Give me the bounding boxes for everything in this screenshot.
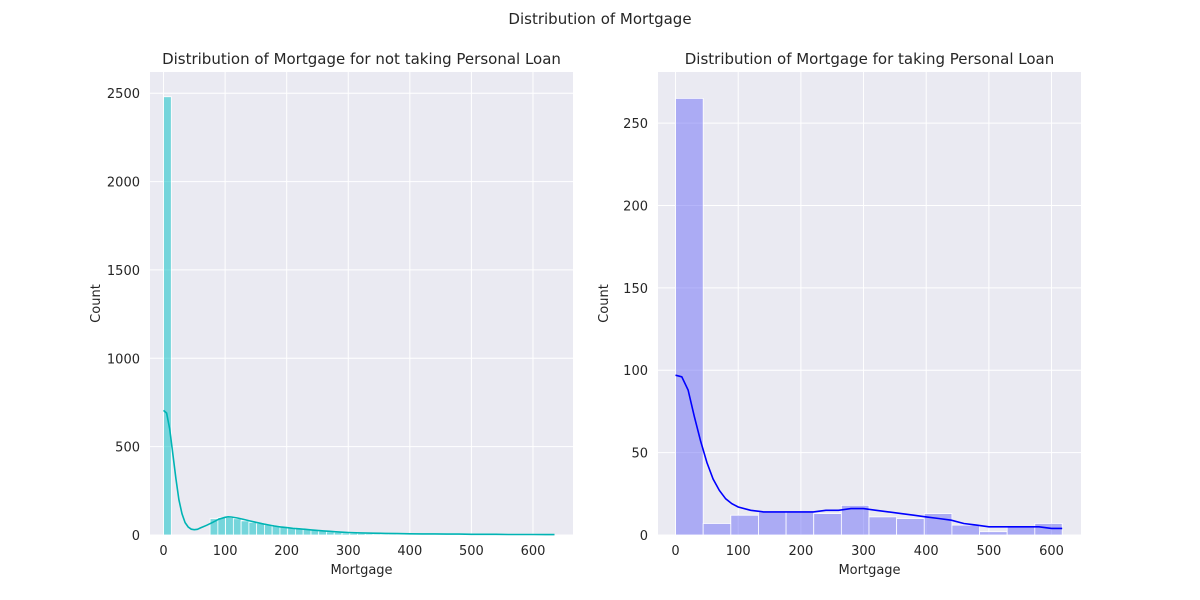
histogram-bar <box>256 522 265 536</box>
histogram-bar <box>702 523 732 536</box>
y-tick-label: 50 <box>631 447 648 462</box>
y-axis-label: Count <box>89 284 104 323</box>
y-tick-label: 250 <box>623 117 648 132</box>
histogram-bar <box>264 524 273 536</box>
y-tick-label: 2000 <box>107 176 140 191</box>
histogram-bar <box>380 533 389 536</box>
x-axis-label: Mortgage <box>838 563 900 578</box>
histogram-bar <box>240 520 250 536</box>
histogram-bar <box>785 511 815 536</box>
histogram-bar <box>813 513 842 536</box>
x-tick-label: 200 <box>274 544 299 559</box>
histogram-bar <box>232 518 242 536</box>
right-axes: 0 100 200 300 400 500 600 0 50 100 150 200 250 Distri… <box>597 50 1081 578</box>
y-tick-label: 2500 <box>107 87 140 102</box>
histogram-bar <box>1034 523 1063 536</box>
histogram-bar <box>225 517 234 536</box>
histogram-bar <box>896 518 925 536</box>
kde-line <box>162 409 555 536</box>
histogram-bar <box>951 524 980 536</box>
left-axes: 0 100 200 300 400 500 600 0 500 1000 1500 2000 2500 D… <box>89 50 573 578</box>
x-tick-label: 0 <box>671 544 679 559</box>
y-tick-label: 150 <box>623 282 648 297</box>
x-tick-label: 400 <box>914 544 939 559</box>
histogram-bar <box>163 96 172 536</box>
x-tick-label: 600 <box>1039 544 1064 559</box>
histogram-bar <box>730 514 759 536</box>
figure-suptitle: Distribution of Mortgage <box>508 10 691 28</box>
y-tick-label: 1500 <box>107 264 140 279</box>
x-tick-label: 100 <box>726 544 751 559</box>
histogram-bar <box>868 516 898 536</box>
y-axis-label: Count <box>597 284 612 323</box>
y-tick-label: 200 <box>623 199 648 214</box>
histogram-bar <box>979 531 1008 536</box>
plot-background <box>658 72 1081 535</box>
y-tick-label: 100 <box>623 364 648 379</box>
kde-line <box>675 374 1063 530</box>
x-axis-label: Mortgage <box>330 563 392 578</box>
x-tick-label: 300 <box>336 544 361 559</box>
x-tick-label: 100 <box>213 544 238 559</box>
x-tick-label: 400 <box>397 544 422 559</box>
plot-background <box>150 72 573 535</box>
histogram-bar <box>217 517 227 536</box>
y-tick-label: 500 <box>115 441 140 456</box>
x-tick-label: 600 <box>521 544 546 559</box>
axes-title: Distribution of Mortgage for taking Pers… <box>685 50 1055 68</box>
y-tick-label: 0 <box>640 529 648 544</box>
axes-title: Distribution of Mortgage for not taking … <box>162 50 561 68</box>
histogram-bar <box>758 511 787 536</box>
x-tick-label: 500 <box>459 544 484 559</box>
y-tick-label: 1000 <box>107 352 140 367</box>
y-tick-label: 0 <box>132 529 140 544</box>
x-tick-label: 0 <box>159 544 167 559</box>
histogram-bar <box>675 97 704 536</box>
x-tick-label: 200 <box>788 544 813 559</box>
x-tick-label: 500 <box>976 544 1001 559</box>
x-tick-label: 300 <box>851 544 876 559</box>
histogram-bar <box>1006 526 1036 536</box>
histogram-bar <box>248 521 258 536</box>
